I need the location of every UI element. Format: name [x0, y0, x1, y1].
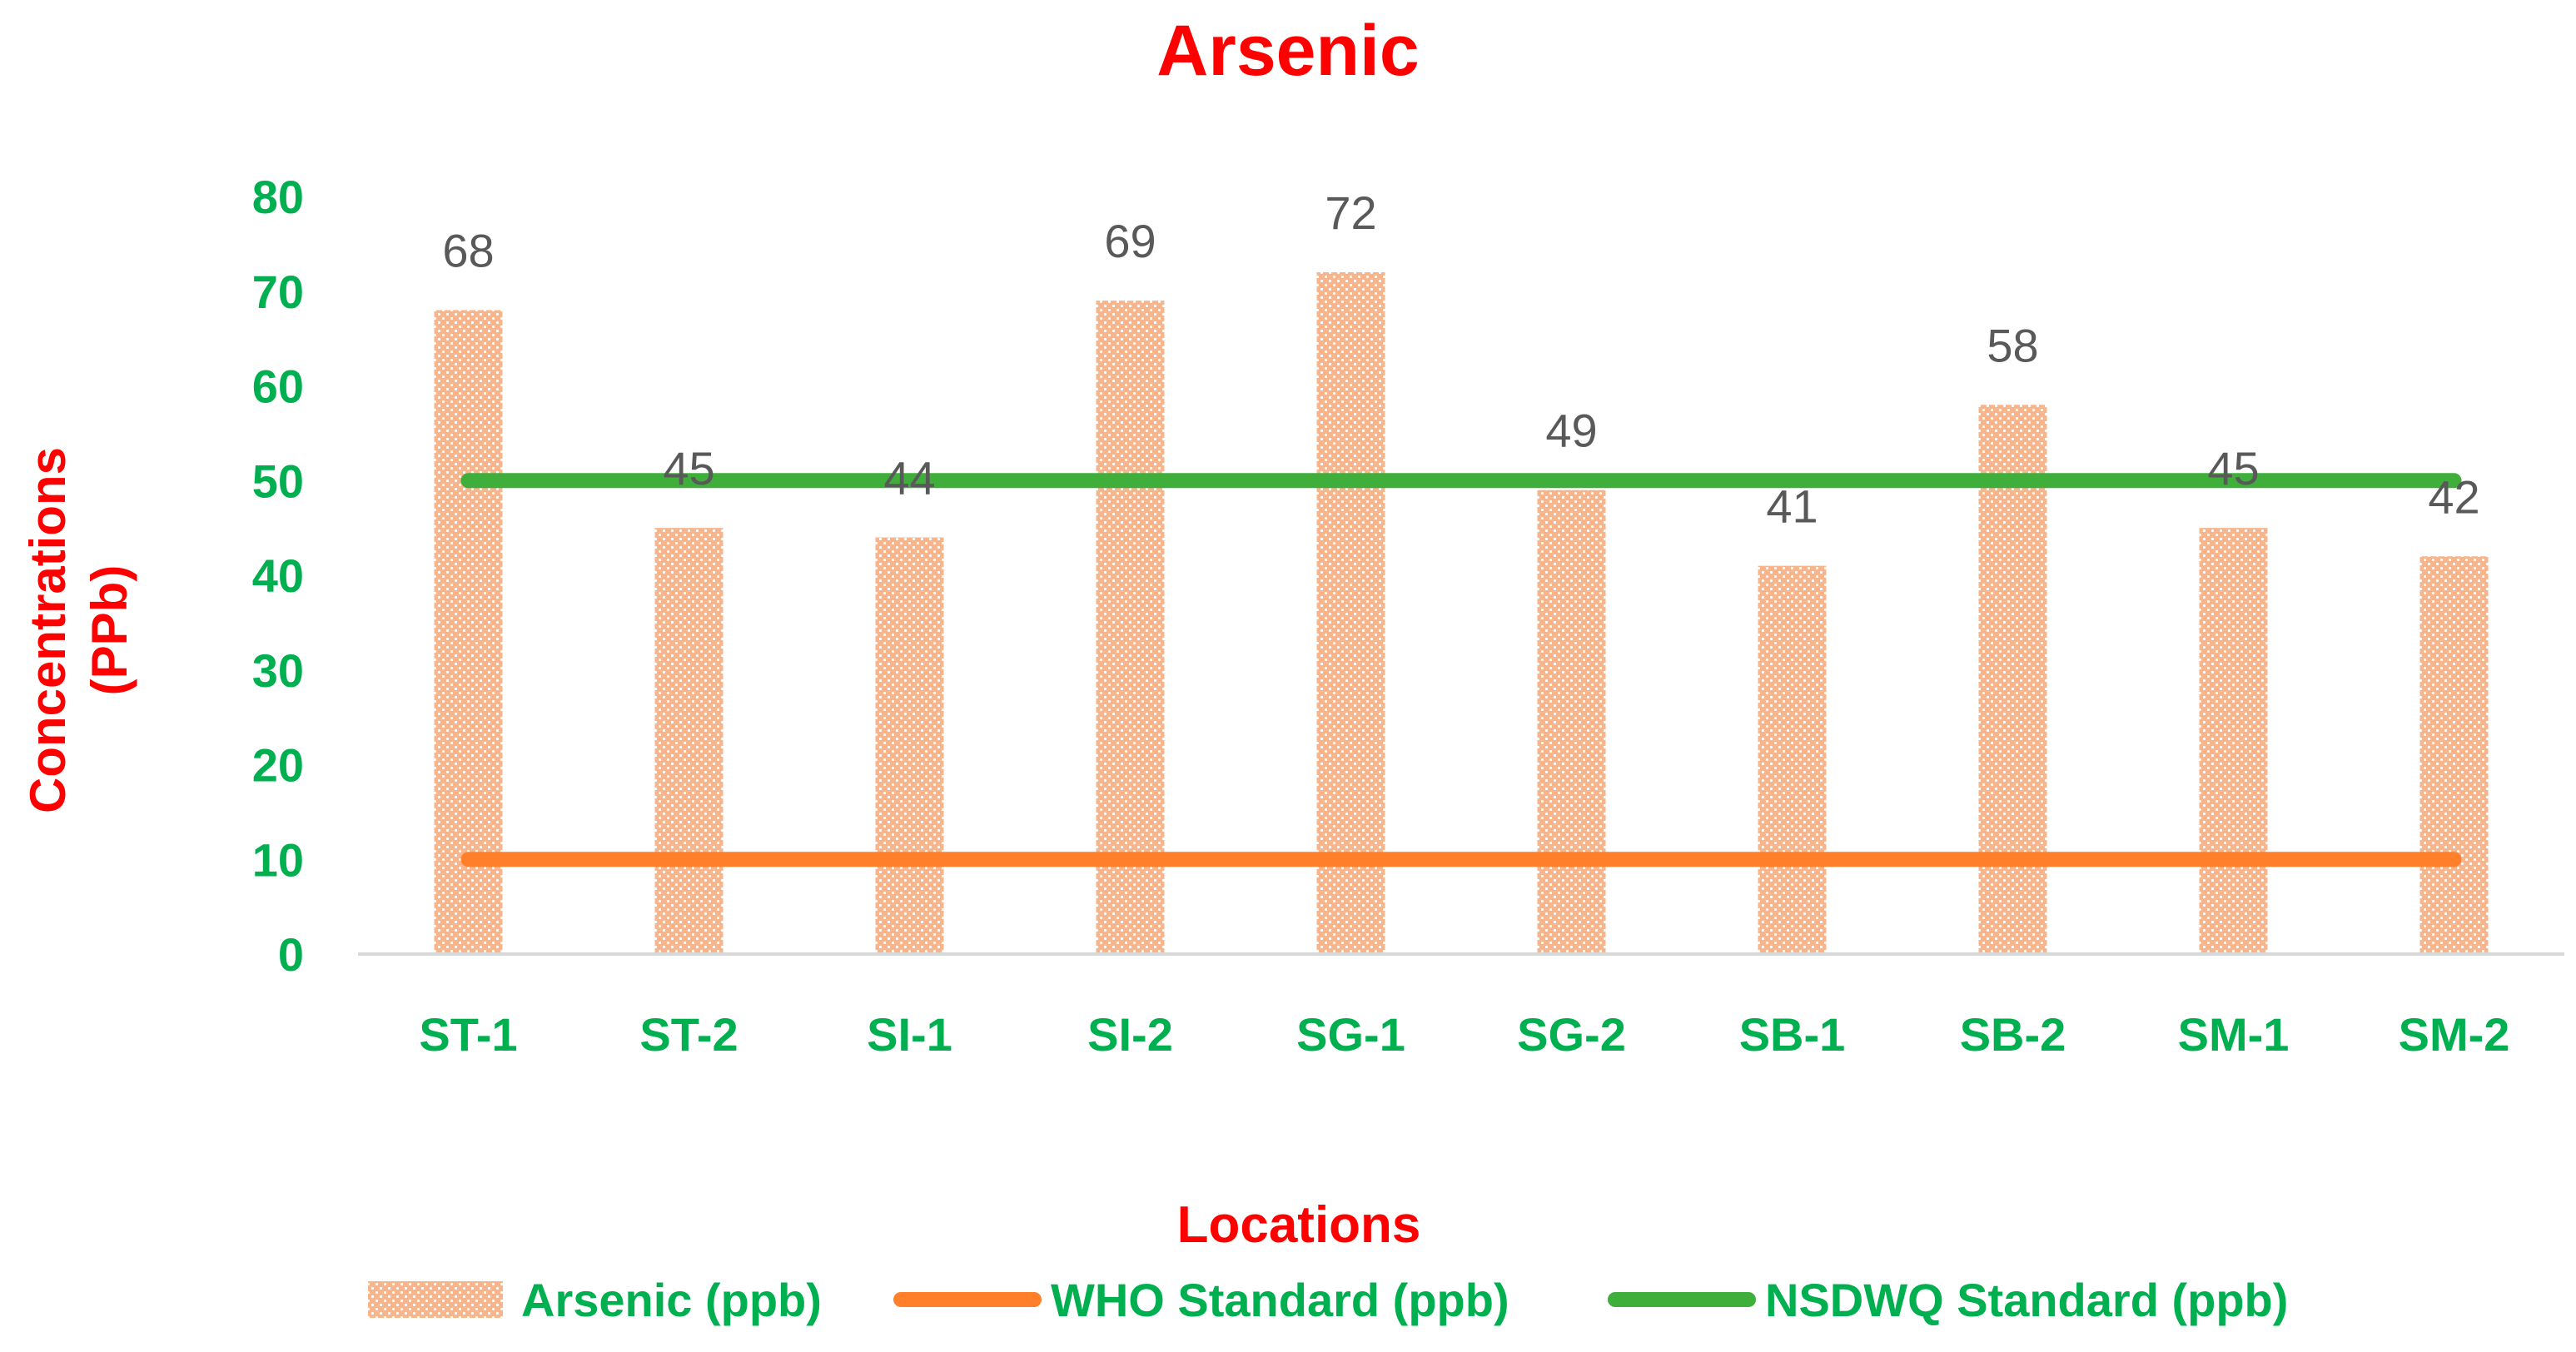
- y-axis-label-line-2: (PPb): [82, 565, 137, 696]
- bar: [1316, 272, 1385, 954]
- y-tick-label: 10: [252, 833, 304, 886]
- x-axis-ticks: ST-1 ST-2 SI-1 SI-2 SG-1 SG-2 SB-1 SB-2 SM-1 SM-2: [419, 1008, 2509, 1061]
- data-label: 45: [663, 442, 714, 495]
- y-tick-label: 80: [252, 171, 304, 223]
- x-tick-label: ST-2: [639, 1008, 738, 1061]
- x-tick-label: SI-1: [867, 1008, 952, 1061]
- data-label: 58: [1987, 319, 2038, 371]
- bar: [2419, 556, 2489, 954]
- y-tick-label: 20: [252, 739, 304, 792]
- y-tick-label: 70: [252, 266, 304, 318]
- legend-swatch-arsenic: [368, 1281, 503, 1318]
- x-axis-label: Locations: [1177, 1196, 1421, 1254]
- data-label: 42: [2428, 470, 2479, 523]
- bar: [1537, 490, 1606, 954]
- y-tick-label: 60: [252, 360, 304, 413]
- data-label: 44: [883, 452, 935, 505]
- data-label: 41: [1766, 480, 1818, 533]
- x-tick-label: SM-1: [2178, 1008, 2290, 1061]
- legend-label-nsdwq: NSDWQ Standard (ppb): [1765, 1274, 2288, 1326]
- y-tick-label: 40: [252, 549, 304, 602]
- y-tick-label: 30: [252, 644, 304, 697]
- data-label: 72: [1325, 186, 1376, 239]
- x-tick-label: SI-2: [1087, 1008, 1173, 1061]
- y-tick-label: 0: [278, 928, 304, 981]
- data-label: 68: [442, 225, 494, 277]
- x-tick-label: SB-2: [1960, 1008, 2066, 1061]
- data-label: 45: [2207, 442, 2259, 495]
- bar: [654, 528, 724, 954]
- data-label: 49: [1545, 405, 1597, 457]
- y-axis-label-line-1: Concentrations: [20, 447, 76, 813]
- bar: [2199, 528, 2268, 954]
- y-axis-ticks: 0 10 20 30 40 50 60 70 80: [252, 171, 304, 981]
- y-tick-label: 50: [252, 455, 304, 507]
- x-tick-label: SB-1: [1739, 1008, 1846, 1061]
- x-tick-label: SG-1: [1296, 1008, 1405, 1061]
- legend: Arsenic (ppb) WHO Standard (ppb) NSDWQ S…: [368, 1274, 2288, 1326]
- bar: [875, 537, 944, 954]
- bar: [1096, 301, 1165, 954]
- x-tick-label: SG-2: [1517, 1008, 1626, 1061]
- bar: [1758, 565, 1827, 954]
- data-label: 69: [1104, 215, 1156, 267]
- legend-label-who: WHO Standard (ppb): [1051, 1274, 1509, 1326]
- bar: [434, 310, 503, 954]
- line-series: [460, 473, 2462, 867]
- chart-title: Arsenic: [1156, 11, 1420, 91]
- data-labels: 68 45 44 69 72 49 41 58 45 42: [442, 186, 2479, 533]
- x-tick-label: SM-2: [2399, 1008, 2510, 1061]
- x-tick-label: ST-1: [419, 1008, 517, 1061]
- legend-label-arsenic: Arsenic (ppb): [521, 1274, 822, 1326]
- bar-series: [434, 272, 2489, 954]
